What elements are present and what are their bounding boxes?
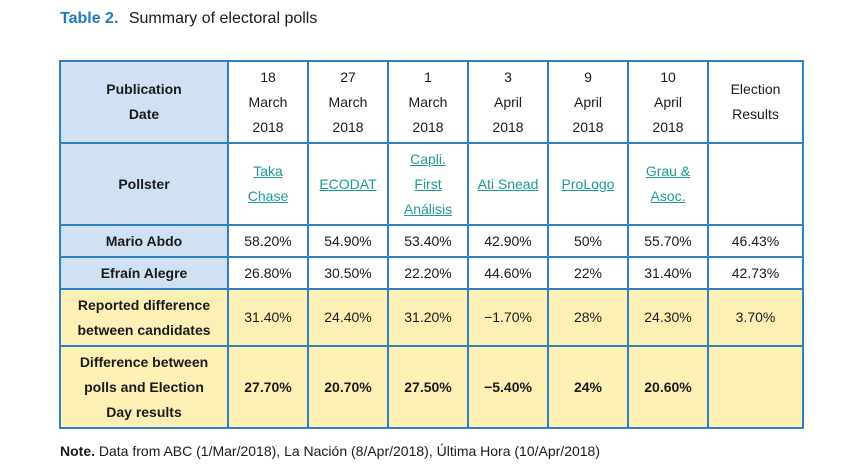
pollster-row: Pollster Taka Chase ECODAT Capli. First Aná… (59, 142, 804, 226)
reported-difference-header: Reported difference between candidates (59, 288, 229, 347)
pollster-link-prologo[interactable]: ProLogo (561, 175, 615, 192)
pollster-link-capli-first-analisis[interactable]: Capli. First Análisis (403, 150, 453, 217)
reported-difference-row: Reported difference between candidates 31… (59, 288, 804, 347)
value-cell: 31.40% (227, 288, 309, 347)
table-title: Summary of electoral polls (128, 10, 318, 27)
value-cell: −1.70% (467, 288, 549, 347)
difference-polls-header: Difference between polls and Election Day … (59, 345, 229, 429)
efrain-alegre-header: Efraín Alegre (59, 256, 229, 290)
date-cell: 3 April 2018 (467, 60, 549, 144)
value-cell: 50% (547, 224, 629, 258)
table-caption: Table 2. Summary of electoral polls (60, 10, 317, 28)
pollster-cell: ECODAT (307, 142, 389, 226)
value-cell: 20.60% (627, 345, 709, 429)
value-cell: 24% (547, 345, 629, 429)
value-cell: 54.90% (307, 224, 389, 258)
value-cell: −5.40% (467, 345, 549, 429)
empty-cell (707, 142, 804, 226)
publication-date-header: Publication Date (59, 60, 229, 144)
pollster-cell: Ati Snead (467, 142, 549, 226)
date-cell: 1 March 2018 (387, 60, 469, 144)
pollster-cell: Grau & Asoc. (627, 142, 709, 226)
value-cell: 46.43% (707, 224, 804, 258)
table-note: Note. Data from ABC (1/Mar/2018), La Nac… (60, 443, 600, 459)
value-cell: 20.70% (307, 345, 389, 429)
pollster-link-ecodat[interactable]: ECODAT (319, 175, 377, 192)
pollster-link-ati-snead[interactable]: Ati Snead (477, 175, 539, 192)
value-cell: 42.90% (467, 224, 549, 258)
value-cell: 27.70% (227, 345, 309, 429)
date-cell: 18 March 2018 (227, 60, 309, 144)
pollster-cell: Capli. First Análisis (387, 142, 469, 226)
value-cell: 28% (547, 288, 629, 347)
table-number: Table 2. (60, 10, 119, 27)
value-cell: 44.60% (467, 256, 549, 290)
value-cell: 55.70% (627, 224, 709, 258)
value-cell: 26.80% (227, 256, 309, 290)
efrain-alegre-row: Efraín Alegre 26.80% 30.50% 22.20% 44.60… (59, 256, 804, 290)
date-cell: 9 April 2018 (547, 60, 629, 144)
mario-abdo-header: Mario Abdo (59, 224, 229, 258)
value-cell: 31.40% (627, 256, 709, 290)
value-cell: 42.73% (707, 256, 804, 290)
value-cell (707, 345, 804, 429)
value-cell: 24.40% (307, 288, 389, 347)
value-cell: 22% (547, 256, 629, 290)
pollster-cell: ProLogo (547, 142, 629, 226)
election-results-header: Election Results (707, 60, 804, 144)
note-text: Data from ABC (1/Mar/2018), La Nación (8… (95, 443, 600, 459)
pollster-link-taka-chase[interactable]: Taka Chase (247, 163, 289, 204)
date-cell: 10 April 2018 (627, 60, 709, 144)
value-cell: 27.50% (387, 345, 469, 429)
electoral-polls-table: Publication Date 18 March 2018 27 March 2018… (59, 60, 804, 429)
difference-polls-row: Difference between polls and Election Day … (59, 345, 804, 429)
pollster-link-grau-asoc[interactable]: Grau & Asoc. (645, 163, 691, 204)
value-cell: 3.70% (707, 288, 804, 347)
pollster-header: Pollster (59, 142, 229, 226)
value-cell: 22.20% (387, 256, 469, 290)
mario-abdo-row: Mario Abdo 58.20% 54.90% 53.40% 42.90% 5… (59, 224, 804, 258)
value-cell: 30.50% (307, 256, 389, 290)
value-cell: 24.30% (627, 288, 709, 347)
pollster-cell: Taka Chase (227, 142, 309, 226)
date-cell: 27 March 2018 (307, 60, 389, 144)
date-row: Publication Date 18 March 2018 27 March 2018… (59, 60, 804, 144)
note-label: Note. (60, 443, 95, 459)
value-cell: 31.20% (387, 288, 469, 347)
value-cell: 53.40% (387, 224, 469, 258)
value-cell: 58.20% (227, 224, 309, 258)
